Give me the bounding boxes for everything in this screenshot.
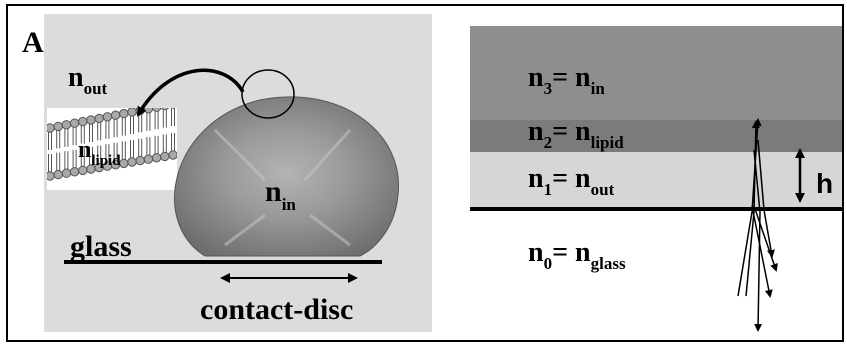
lipid-bilayer-inset: nlipid (47, 108, 177, 190)
lipid-head (53, 169, 63, 180)
layer-n2 (470, 120, 842, 152)
ray-3 (753, 205, 778, 272)
lipid-head (53, 121, 63, 132)
lipid-head (127, 108, 137, 117)
lipid-head (143, 154, 154, 164)
panel-b: n3= nin n2= nlipid n1= nout n0= nglass h (470, 26, 842, 332)
lipid-head (160, 108, 169, 111)
panel-a-left-strip (18, 14, 44, 332)
lipid-head (127, 157, 137, 167)
lipid-head (61, 168, 72, 178)
lipid-head (69, 118, 80, 128)
n-in-label: nin (265, 175, 296, 214)
lipid-head (135, 155, 145, 166)
panel-a: A nout nlipid nin (18, 14, 432, 332)
n-lipid-label: nlipid (78, 137, 121, 169)
zoom-arrow (136, 68, 245, 117)
lipid-head (119, 108, 129, 119)
lipid-head (151, 153, 162, 163)
vesicle: nin (174, 96, 399, 257)
ray-5 (753, 149, 763, 332)
panel-label: A (22, 26, 44, 59)
glass-label: glass (70, 230, 132, 263)
lipid-head (170, 108, 176, 109)
layer-n3 (470, 26, 842, 120)
lipid-head (47, 171, 55, 181)
lipid-head (110, 110, 121, 120)
lipid-head (78, 116, 88, 127)
ray-2 (745, 120, 760, 297)
lipid-head (102, 112, 113, 122)
lipid-head (47, 123, 55, 133)
vesicle-shading-cross (213, 128, 352, 247)
lipid-head (168, 150, 177, 160)
ray-6 (757, 139, 775, 258)
light-rays (737, 118, 778, 332)
magnifier-circle (241, 69, 295, 119)
n1-label: n1= nout (528, 163, 615, 199)
lipid-head (151, 108, 162, 112)
lipid-head (78, 165, 88, 176)
lipid-head (119, 158, 129, 169)
n-out-label: nout (68, 62, 108, 98)
n0-label: n0= nglass (528, 237, 626, 273)
lipid-head (86, 115, 96, 125)
lipid-head (61, 120, 72, 130)
contact-disc-label: contact-disc (200, 293, 353, 326)
layer-n1 (470, 152, 842, 208)
layer-n0 (470, 210, 842, 332)
lipid-head (69, 167, 80, 177)
thickness-h-label: h (816, 168, 833, 199)
n2-label: n2= nlipid (528, 116, 624, 152)
lipid-head (160, 151, 170, 162)
n3-label: n3= nin (528, 62, 605, 98)
lipid-head (94, 113, 104, 124)
ray-4 (751, 205, 773, 298)
